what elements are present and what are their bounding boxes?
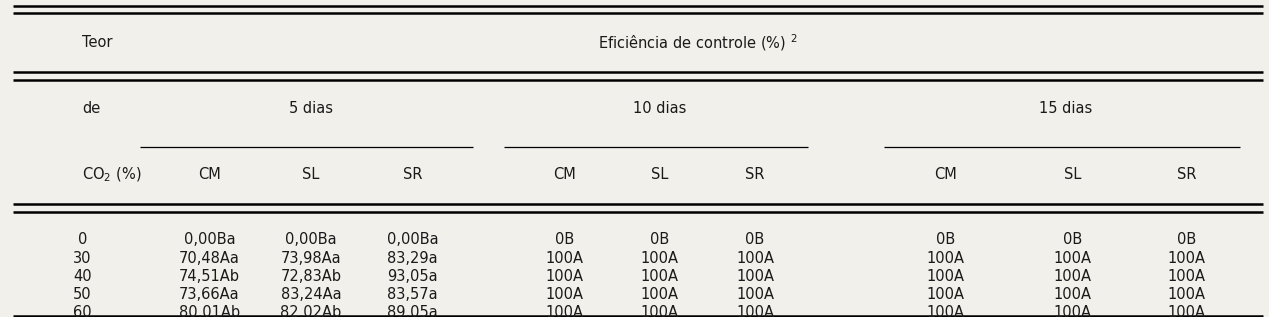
Text: 73,66Aa: 73,66Aa (179, 287, 240, 302)
Text: 100A: 100A (1053, 269, 1091, 284)
Text: 83,57a: 83,57a (387, 287, 438, 302)
Text: 83,24Aa: 83,24Aa (280, 287, 341, 302)
Text: 73,98Aa: 73,98Aa (280, 251, 341, 266)
Text: 100A: 100A (1053, 305, 1091, 317)
Text: Eficiência de controle (%) $^2$: Eficiência de controle (%) $^2$ (598, 32, 798, 53)
Text: de: de (82, 101, 100, 116)
Text: 70,48Aa: 70,48Aa (179, 251, 240, 266)
Text: 100A: 100A (546, 251, 584, 266)
Text: 30: 30 (74, 251, 91, 266)
Text: 100A: 100A (1167, 305, 1206, 317)
Text: 0B: 0B (935, 232, 956, 247)
Text: 0B: 0B (745, 232, 765, 247)
Text: 82,02Ab: 82,02Ab (280, 305, 341, 317)
Text: SR: SR (402, 167, 423, 182)
Text: 40: 40 (74, 269, 91, 284)
Text: SL: SL (651, 167, 669, 182)
Text: 100A: 100A (641, 251, 679, 266)
Text: 100A: 100A (926, 287, 964, 302)
Text: 80,01Ab: 80,01Ab (179, 305, 240, 317)
Text: 10 dias: 10 dias (633, 101, 687, 116)
Text: 100A: 100A (1167, 287, 1206, 302)
Text: 100A: 100A (736, 287, 774, 302)
Text: 89,05a: 89,05a (387, 305, 438, 317)
Text: 93,05a: 93,05a (387, 269, 438, 284)
Text: 0,00Ba: 0,00Ba (387, 232, 438, 247)
Text: SL: SL (302, 167, 320, 182)
Text: 0B: 0B (1062, 232, 1082, 247)
Text: 50: 50 (74, 287, 91, 302)
Text: 100A: 100A (926, 305, 964, 317)
Text: CO$_2$ (%): CO$_2$ (%) (82, 165, 142, 184)
Text: 100A: 100A (736, 269, 774, 284)
Text: 100A: 100A (546, 269, 584, 284)
Text: 100A: 100A (1053, 287, 1091, 302)
Text: 0B: 0B (650, 232, 670, 247)
Text: 100A: 100A (1053, 251, 1091, 266)
Text: 100A: 100A (736, 251, 774, 266)
Text: 60: 60 (74, 305, 91, 317)
Text: 0,00Ba: 0,00Ba (184, 232, 235, 247)
Text: 100A: 100A (736, 305, 774, 317)
Text: CM: CM (553, 167, 576, 182)
Text: 100A: 100A (926, 269, 964, 284)
Text: 100A: 100A (546, 287, 584, 302)
Text: 0B: 0B (1176, 232, 1197, 247)
Text: CM: CM (934, 167, 957, 182)
Text: 100A: 100A (641, 269, 679, 284)
Text: SR: SR (1176, 167, 1197, 182)
Text: CM: CM (198, 167, 221, 182)
Text: 0,00Ba: 0,00Ba (286, 232, 336, 247)
Text: 83,29a: 83,29a (387, 251, 438, 266)
Text: SL: SL (1063, 167, 1081, 182)
Text: 100A: 100A (1167, 251, 1206, 266)
Text: 100A: 100A (641, 287, 679, 302)
Text: 100A: 100A (546, 305, 584, 317)
Text: 5 dias: 5 dias (289, 101, 332, 116)
Text: Teor: Teor (82, 35, 113, 50)
Text: 72,83Ab: 72,83Ab (280, 269, 341, 284)
Text: 0B: 0B (555, 232, 575, 247)
Text: 0: 0 (77, 232, 88, 247)
Text: 100A: 100A (1167, 269, 1206, 284)
Text: SR: SR (745, 167, 765, 182)
Text: 100A: 100A (641, 305, 679, 317)
Text: 74,51Ab: 74,51Ab (179, 269, 240, 284)
Text: 15 dias: 15 dias (1039, 101, 1093, 116)
Text: 100A: 100A (926, 251, 964, 266)
